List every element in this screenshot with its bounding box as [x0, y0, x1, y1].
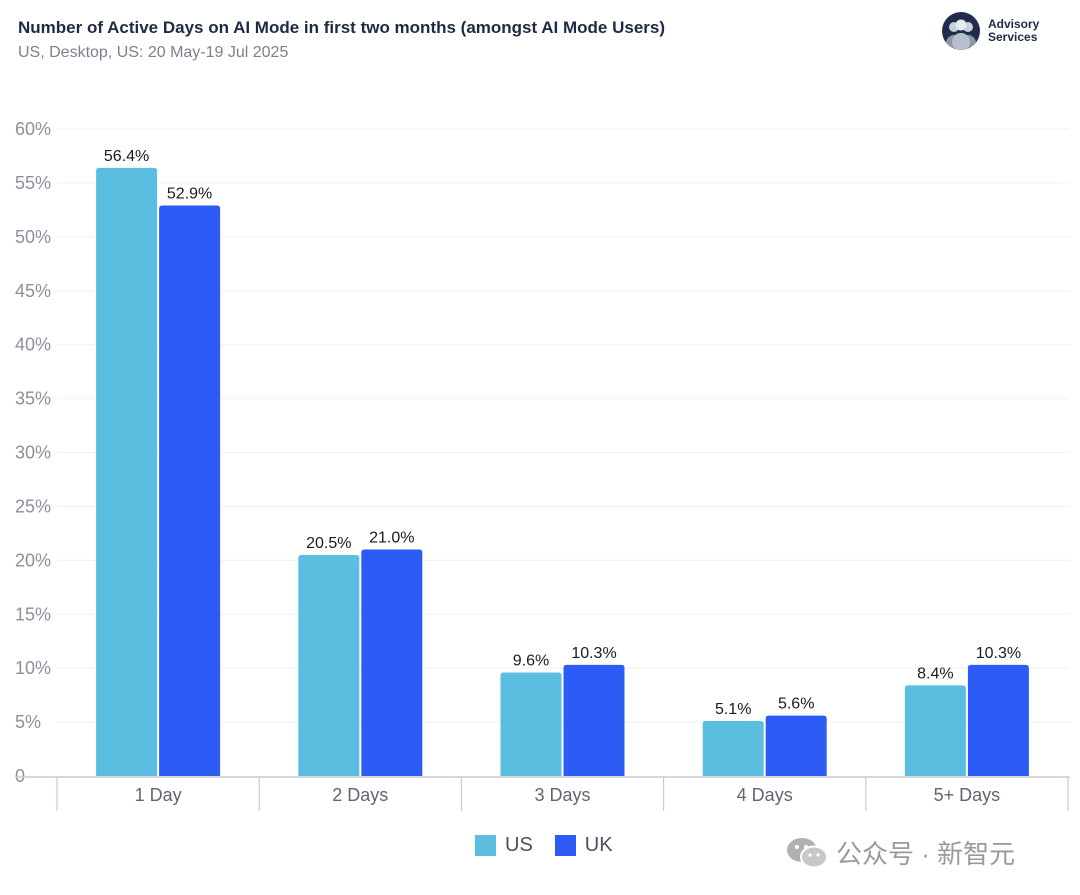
people-icon	[942, 12, 980, 50]
y-tick-label: 20%	[15, 550, 51, 570]
y-tick-label: 50%	[15, 227, 51, 247]
watermark: 公众号 · 新智元	[786, 834, 1015, 871]
watermark-text: 公众号 · 新智元	[836, 839, 1016, 869]
legend-label-us: US	[505, 834, 533, 856]
data-label: 5.1%	[715, 701, 751, 718]
y-tick-label: 40%	[15, 335, 51, 355]
x-category-label: 5+ Days	[934, 785, 1001, 805]
y-tick-label: 25%	[15, 496, 51, 516]
bar-uk	[361, 549, 423, 776]
chart-subtitle: US, Desktop, US: 20 May-19 Jul 2025	[18, 44, 289, 61]
y-tick-label: 15%	[15, 604, 51, 624]
data-label: 20.5%	[306, 535, 351, 552]
legend-swatch-us	[475, 835, 496, 856]
legend: US UK	[475, 834, 635, 857]
y-tick-label: 60%	[15, 119, 51, 139]
data-label: 8.4%	[917, 665, 953, 682]
chart-title: Number of Active Days on AI Mode in firs…	[18, 18, 666, 37]
bar-us	[96, 167, 158, 776]
logo-line-1: Advisory	[988, 17, 1040, 31]
logo-line-2: Services	[988, 30, 1038, 44]
data-label: 52.9%	[167, 186, 212, 203]
y-tick-label: 55%	[15, 173, 51, 193]
x-category-label: 1 Day	[135, 785, 182, 805]
bar-uk	[563, 664, 625, 776]
legend-swatch-uk	[554, 835, 576, 856]
y-tick-label: 45%	[15, 281, 51, 301]
data-label: 21.0%	[369, 530, 414, 547]
legend-item-us: US	[475, 834, 533, 857]
bar-uk	[159, 205, 221, 777]
bar-us	[702, 721, 764, 776]
bar-us	[500, 672, 562, 776]
data-label: 10.3%	[571, 645, 616, 662]
y-tick-label: 5%	[15, 712, 41, 732]
y-tick-label: 35%	[15, 389, 51, 409]
data-label: 10.3%	[976, 645, 1021, 662]
y-tick-label: 10%	[15, 658, 51, 678]
bar-uk	[765, 715, 827, 776]
bar-us	[904, 685, 966, 776]
bar-uk	[967, 664, 1029, 776]
logo-text: Advisory Services	[988, 18, 1039, 44]
wechat-icon	[786, 836, 828, 870]
y-tick-label: 30%	[15, 443, 51, 463]
data-label: 5.6%	[778, 696, 814, 713]
data-label: 56.4%	[104, 148, 149, 165]
data-label: 9.6%	[513, 652, 549, 669]
legend-item-uk: UK	[554, 834, 613, 857]
x-category-label: 3 Days	[534, 785, 590, 805]
legend-label-uk: UK	[584, 834, 613, 856]
x-category-label: 2 Days	[332, 785, 388, 805]
bar-us	[298, 554, 360, 776]
y-tick-label: 0	[15, 766, 25, 786]
advisory-services-logo: Advisory Services	[942, 12, 1039, 50]
x-category-label: 4 Days	[737, 785, 793, 805]
